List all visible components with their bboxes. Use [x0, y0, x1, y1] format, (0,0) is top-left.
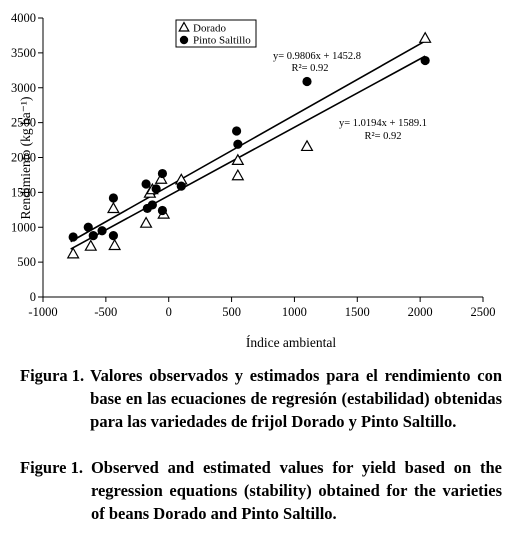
pinto-saltillo-r2: R²= 0.92 — [291, 63, 328, 74]
dorado-point — [139, 216, 153, 228]
pinto-saltillo-point — [97, 226, 107, 236]
pinto-saltillo-point — [420, 55, 430, 66]
pinto-saltillo-equation: y= 0.9806x + 1452.8 — [273, 51, 361, 62]
dorado-point — [231, 168, 245, 181]
regression-line — [70, 40, 426, 243]
dorado-r2: R²= 0.92 — [364, 131, 401, 142]
legend-pinto-saltillo-marker — [179, 35, 189, 45]
pinto-saltillo-point — [108, 231, 118, 241]
legend-box — [175, 19, 257, 48]
y-tick-label: 2500 — [11, 116, 36, 130]
y-tick-label: 4000 — [11, 11, 36, 25]
x-tick-label: 1000 — [282, 305, 307, 319]
legend-pinto-saltillo-label: Pinto Saltillo — [193, 35, 251, 47]
y-tick-label: 3500 — [11, 46, 36, 60]
legend-dorado-label: Dorado — [193, 23, 226, 35]
pinto-saltillo-point — [68, 232, 78, 242]
x-tick-label: 0 — [166, 305, 172, 319]
equation-annotations: y= 0.9806x + 1452.8R²= 0.92y= 1.0194x + … — [273, 51, 427, 142]
caption-spanish-text: Valores observados y estimados para el r… — [90, 366, 502, 431]
x-tick-label: -500 — [94, 305, 117, 319]
y-tick-label: 0 — [30, 290, 36, 304]
legend-dorado-marker — [178, 21, 190, 32]
caption-spanish-label: Figura 1. — [20, 366, 85, 385]
pinto-saltillo-point — [232, 126, 242, 136]
data-points — [66, 31, 432, 259]
caption-spanish: Figura 1. Valores observados y estimados… — [20, 364, 502, 433]
plot-axes: -1000 -500 0 500 1000 1500 2000 2500 0 500 1000 150… — [11, 11, 496, 319]
pinto-saltillo-point — [233, 139, 243, 149]
y-tick-label: 2000 — [11, 151, 36, 165]
caption-english-label: Figure 1. — [20, 458, 83, 477]
caption-english-text: Observed and estimated values for yield … — [90, 458, 502, 523]
dorado-point — [84, 239, 98, 251]
x-tick-label: -1000 — [28, 305, 57, 319]
x-tick-label: 2000 — [408, 305, 433, 319]
dorado-point — [231, 153, 245, 165]
pinto-saltillo-point — [83, 222, 93, 232]
dorado-equation: y= 1.0194x + 1589.1 — [339, 118, 427, 129]
y-tick-label: 1000 — [11, 220, 36, 234]
y-tick-label: 1500 — [11, 185, 36, 199]
y-tick-label: 500 — [17, 255, 36, 269]
dorado-point — [106, 201, 120, 214]
pinto-saltillo-point — [147, 200, 157, 210]
pinto-saltillo-point — [157, 205, 168, 216]
dorado-point — [66, 247, 80, 259]
pinto-saltillo-point — [108, 193, 118, 203]
x-tick-label: 1500 — [345, 305, 370, 319]
pinto-saltillo-point — [88, 231, 98, 241]
pinto-saltillo-point — [302, 76, 312, 87]
pinto-saltillo-point — [157, 168, 168, 179]
x-tick-label: 500 — [222, 305, 241, 319]
regression-line — [70, 55, 426, 250]
x-tick-label: 2500 — [471, 305, 496, 319]
dorado-point — [418, 31, 432, 43]
regression-lines — [70, 40, 426, 250]
pinto-saltillo-point — [141, 179, 151, 189]
caption-english: Figure 1. Observed and estimated values … — [20, 456, 502, 525]
dorado-point — [154, 172, 168, 184]
y-axis-label: Rendimiento (kg ha⁻¹) — [18, 97, 33, 220]
dorado-point — [108, 238, 122, 251]
x-axis-label: Índice ambiental — [246, 335, 337, 350]
pinto-saltillo-point — [176, 181, 186, 191]
dorado-point — [300, 139, 314, 152]
y-tick-label: 3000 — [11, 81, 36, 95]
scatter-chart: -1000 -500 0 500 1000 1500 2000 2500 0 500 1000 150… — [11, 11, 496, 350]
pinto-saltillo-point — [151, 184, 161, 194]
